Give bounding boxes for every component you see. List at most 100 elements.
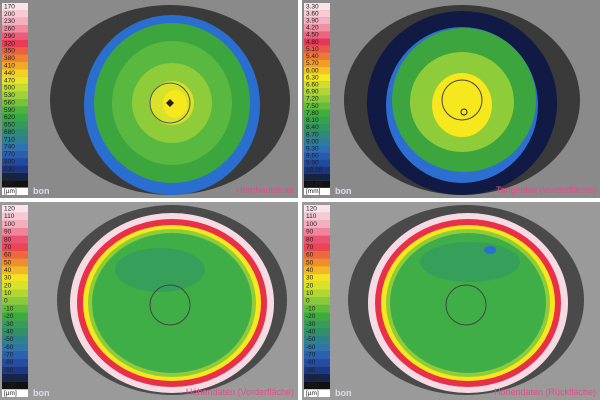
scale-swatch [304,205,330,213]
scale-swatch [304,116,330,124]
scale-label: 100 [4,221,15,228]
scale-swatch [304,180,330,188]
scale-label: 9.00 [306,138,319,145]
scale-label: 110 [4,213,15,220]
scale-swatch [304,220,330,229]
logo: bon [33,388,50,398]
scale-label: 30 [4,275,12,282]
scale-swatch [304,235,330,244]
scale-swatch [2,205,28,213]
scale-swatch [2,3,28,11]
scale-swatch [2,312,28,321]
map-elevation-front [70,213,274,393]
scale-label: 4.20 [306,25,319,32]
scale-label: 9.90 [306,160,319,167]
scale-label: 320 [4,40,15,47]
scale-swatch [304,274,330,282]
scale-label: 470 [4,77,15,84]
scale-swatch [304,173,330,181]
scale-swatch [2,327,28,336]
logo: bon [335,186,352,196]
scale-label: 50 [306,259,314,266]
scale-swatch [2,91,28,99]
scale-label: 5.10 [306,46,319,53]
scale-label: -70 [4,351,14,358]
scale-swatch [2,212,28,221]
scale-label: -70 [306,351,316,358]
scale-swatch [2,25,28,33]
logo: bon [33,186,50,196]
scale-label: 120 [4,206,15,213]
scale-swatch [2,266,28,275]
scale-label: 5.40 [306,53,319,60]
scale-label: 650 [4,122,15,129]
scale-swatch [2,172,28,181]
scale-unit: [mm] [306,188,321,195]
scale-label: 170 [4,3,15,10]
scale-swatch [304,138,330,146]
scale-label: 7.80 [306,110,319,117]
scale-label: 410 [4,62,15,69]
scale-swatch [2,180,28,188]
scale-label: 290 [4,33,15,40]
scale-swatch [304,266,330,275]
scale-label: -40 [306,328,316,335]
scale-label: 50 [4,259,12,266]
scale-label: 10.50 [306,174,323,181]
map-title: Höhendaten (Rückfläche) [494,387,596,397]
scale-label: 100 [306,221,317,228]
unit-cell [2,187,28,195]
scale-label: -20 [306,313,316,320]
scale-label: 80 [4,236,12,243]
scale-swatch [304,358,330,367]
scale-label: 20 [306,282,314,289]
scale-label: 500 [4,85,15,92]
scale-label: 70 [4,244,12,251]
scale-label: -50 [306,336,316,343]
scale-label: 40 [306,267,314,274]
scale-swatch [304,258,330,267]
scale-swatch [2,243,28,252]
scale-swatch [2,320,28,328]
scale-swatch [304,251,330,259]
scale-label: 6.90 [306,89,319,96]
scale-swatch [2,32,28,40]
scale-swatch [304,3,330,11]
scale-label: 110 [306,213,317,220]
scale-swatch [2,113,28,122]
scale-label: 4.80 [306,39,319,46]
map-thickness [84,15,260,195]
scale-swatch [304,10,330,18]
scale-label: 10 [306,290,314,297]
scale-swatch [2,335,28,344]
scale-swatch [304,59,330,67]
scale-label: 9.60 [306,153,319,160]
scale-swatch [2,373,28,382]
scale-label: 40 [4,267,12,274]
scale-swatch [304,24,330,32]
scale-swatch [2,135,28,144]
scale-swatch [2,84,28,92]
scale-label: -80 [306,359,316,366]
scale-label: 200 [4,11,15,18]
scale-label: -60 [306,344,316,351]
scale-swatch [304,74,330,82]
scale-label: 8.40 [306,124,319,131]
scale-swatch [304,109,330,117]
scale-swatch [304,152,330,160]
scale-label: 3.60 [306,10,319,17]
scale-swatch [304,343,330,351]
scale-label: 6.30 [306,74,319,81]
scale-label: 8.70 [306,131,319,138]
logo: bon [335,388,352,398]
scale-swatch [304,212,330,221]
scale-swatch [2,143,28,151]
scale-label: -20 [4,313,14,320]
scale-swatch [2,358,28,367]
panel: 1201101009080706050403020100-10-20-30-40… [304,205,596,398]
scale-label: 3.30 [306,3,319,10]
scale-swatch [2,165,28,173]
scale-label: -50 [4,336,14,343]
scale-swatch [304,95,330,103]
